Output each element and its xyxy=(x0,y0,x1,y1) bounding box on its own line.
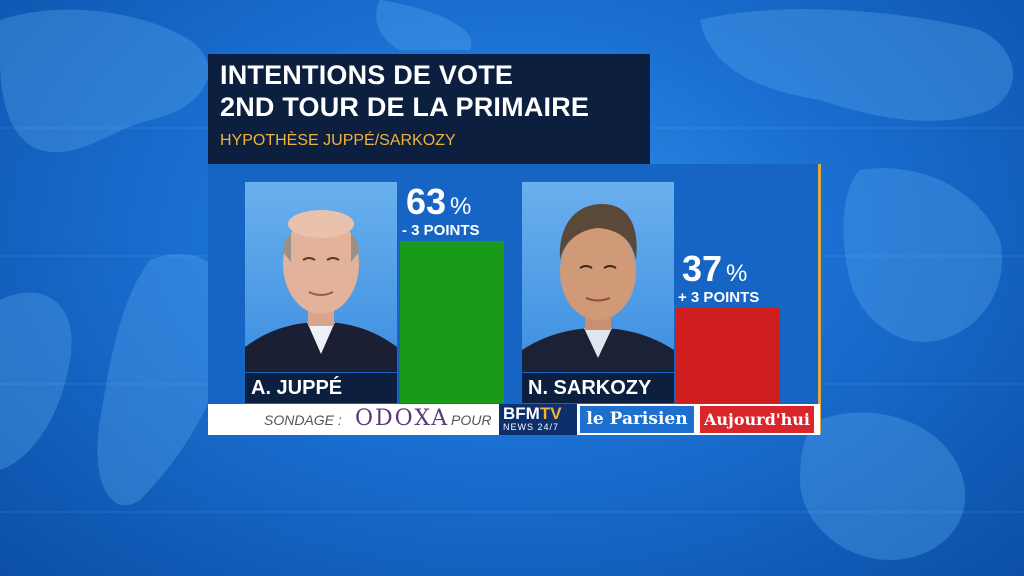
vote-change-juppe: - 3 POINTS xyxy=(402,222,480,239)
vote-value-juppe: 63 xyxy=(406,181,447,222)
candidate-name-juppe: A. JUPPÉ xyxy=(245,373,397,403)
vote-change-sarkozy: + 3 POINTS xyxy=(678,289,760,306)
pollster-logo-odoxa: ODOXA xyxy=(355,406,450,431)
gold-edge-divider xyxy=(818,164,821,434)
percent-sign: % xyxy=(726,260,748,287)
bfmtv-logo: BFMTV NEWS 24/7 xyxy=(499,404,577,435)
chart-title-line-2: 2ND TOUR DE LA PRIMAIRE xyxy=(220,92,590,122)
sarkozy-portrait xyxy=(522,182,674,372)
source-strip: SONDAGE : ODOXA POUR BFMTV NEWS 24/7 le … xyxy=(208,404,820,435)
for-label: POUR xyxy=(451,412,492,428)
le-parisien-logo: le Parisien xyxy=(580,406,694,433)
candidate-name-sarkozy: N. SARKOZY xyxy=(522,373,674,403)
vote-bar-sarkozy xyxy=(676,308,780,403)
juppe-portrait xyxy=(245,182,397,372)
vote-percent-juppe: 63% xyxy=(406,181,471,223)
poll-label: SONDAGE : xyxy=(264,412,342,428)
vote-value-sarkozy: 37 xyxy=(682,248,723,289)
title-box: INTENTIONS DE VOTE 2ND TOUR DE LA PRIMAI… xyxy=(208,54,650,164)
chart-title-line-1: INTENTIONS DE VOTE xyxy=(220,60,514,90)
aujourdhui-logo: Aujourd'hui xyxy=(700,406,814,433)
bfm-news-text: NEWS 24/7 xyxy=(503,422,560,432)
vote-bar-juppe xyxy=(400,241,504,403)
percent-sign: % xyxy=(450,193,472,220)
chart-subtitle: HYPOTHÈSE JUPPÉ/SARKOZY xyxy=(220,132,456,149)
tv-text: TV xyxy=(539,404,562,423)
vote-percent-sarkozy: 37% xyxy=(682,248,747,290)
bfm-text: BFM xyxy=(503,404,540,423)
